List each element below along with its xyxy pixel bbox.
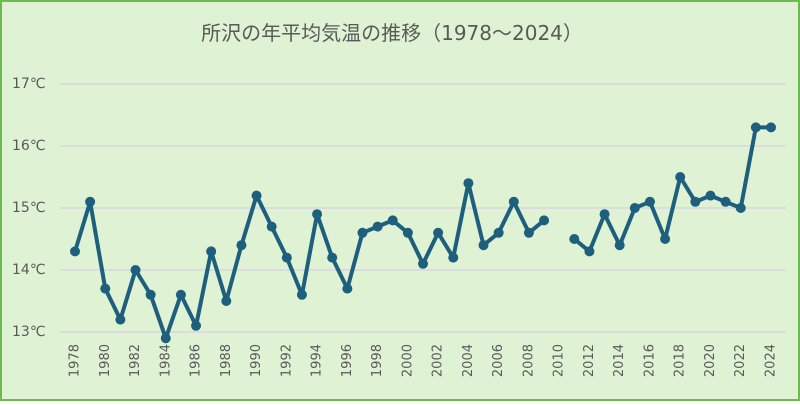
x-tick-label: 1996 [340, 344, 355, 377]
y-tick-label: 17℃ [12, 76, 46, 92]
data-point [387, 215, 398, 226]
x-tick-label: 2024 [764, 344, 779, 377]
x-tick-label: 2008 [521, 344, 536, 377]
data-point [448, 252, 459, 263]
data-point [463, 178, 474, 189]
x-tick-label: 2014 [612, 344, 627, 377]
x-tick-label: 2018 [673, 344, 688, 377]
data-point [130, 265, 141, 275]
data-point [402, 227, 413, 238]
data-point [221, 296, 232, 306]
x-tick-label: 1986 [189, 344, 204, 377]
data-point [312, 209, 323, 220]
data-point [236, 240, 247, 251]
data-point [191, 320, 202, 331]
data-point [357, 227, 368, 238]
x-tick-label: 1988 [219, 344, 234, 377]
x-tick-label: 1994 [310, 344, 325, 377]
x-tick-label: 2020 [703, 344, 718, 377]
data-point [493, 227, 504, 238]
data-point [508, 196, 519, 207]
data-point [145, 289, 156, 300]
data-point [100, 283, 111, 294]
data-point [70, 246, 80, 257]
x-tick-label: 1980 [98, 344, 113, 377]
y-tick-label: 15℃ [12, 200, 46, 216]
data-point [418, 258, 428, 269]
data-point [644, 196, 655, 207]
x-tick-label: 2004 [461, 344, 476, 377]
data-point [720, 196, 731, 207]
data-point [206, 246, 217, 257]
data-point [296, 289, 307, 300]
x-tick-label: 2022 [733, 344, 748, 377]
x-tick-label: 2016 [642, 344, 657, 377]
data-point [705, 190, 716, 201]
x-tick-label: 2012 [582, 344, 597, 377]
data-point [675, 172, 686, 182]
data-point [660, 234, 671, 244]
data-point [629, 203, 640, 213]
data-point [281, 252, 292, 263]
x-tick-label: 1990 [249, 344, 264, 377]
data-point [599, 209, 610, 220]
data-point [160, 333, 171, 344]
x-tick-label: 1982 [128, 344, 143, 377]
x-tick-label: 1984 [158, 344, 173, 377]
data-point [251, 190, 262, 201]
data-point [115, 314, 126, 325]
x-tick-label: 2000 [400, 344, 415, 377]
data-point [690, 196, 701, 207]
data-point [766, 122, 776, 133]
x-tick-label: 2006 [491, 344, 506, 377]
data-point [85, 196, 96, 207]
data-point [372, 221, 383, 232]
data-point [327, 252, 338, 263]
data-point [735, 203, 746, 213]
x-tick-label: 2002 [431, 344, 446, 377]
y-tick-label: 16℃ [12, 138, 46, 154]
data-point [342, 283, 353, 294]
x-tick-label: 2010 [552, 344, 567, 377]
data-point [614, 240, 625, 251]
y-tick-label: 13℃ [12, 324, 46, 340]
data-point [523, 227, 534, 238]
x-tick-label: 1978 [68, 344, 83, 377]
data-point [175, 289, 186, 300]
y-tick-label: 14℃ [12, 262, 46, 278]
x-tick-label: 1998 [370, 344, 385, 377]
chart-title: 所沢の年平均気温の推移（1978～2024） [201, 21, 583, 45]
data-point [584, 246, 595, 257]
data-point [539, 215, 550, 226]
data-point [266, 221, 277, 232]
data-point [478, 240, 489, 251]
data-point [750, 122, 761, 133]
data-point [569, 234, 580, 244]
data-point [433, 227, 444, 238]
x-tick-label: 1992 [279, 344, 294, 377]
